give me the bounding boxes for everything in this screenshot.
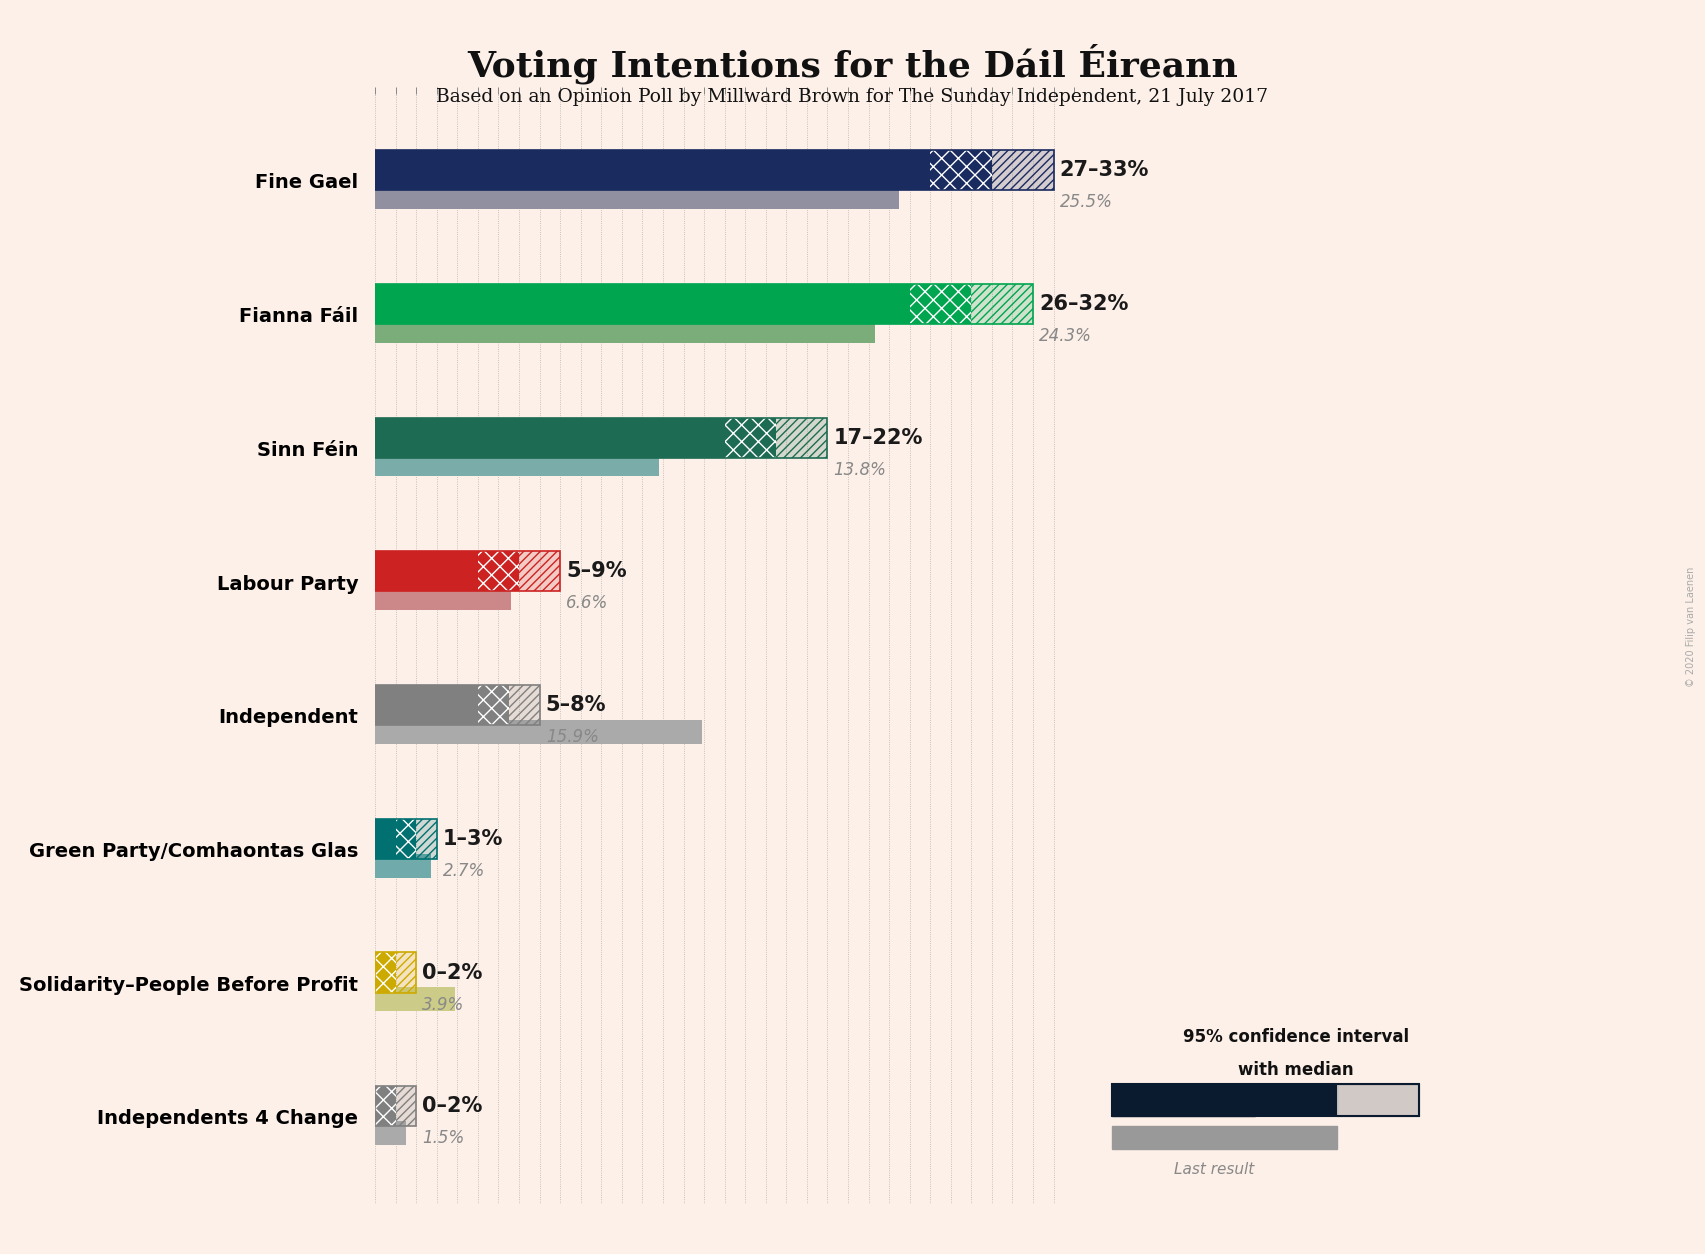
Bar bbox=[416, 819, 436, 859]
Bar bbox=[776, 418, 827, 458]
Bar bbox=[375, 953, 396, 993]
Bar bbox=[396, 953, 416, 993]
Bar bbox=[375, 453, 658, 477]
Bar bbox=[725, 418, 776, 458]
Bar bbox=[1337, 1083, 1419, 1116]
Bar bbox=[518, 552, 561, 592]
Bar bbox=[1112, 1083, 1255, 1116]
Text: 5–9%: 5–9% bbox=[566, 562, 627, 582]
Bar bbox=[375, 586, 512, 611]
Bar bbox=[375, 1086, 416, 1126]
Text: 17–22%: 17–22% bbox=[834, 428, 922, 448]
Text: 1–3%: 1–3% bbox=[443, 829, 503, 849]
Bar bbox=[992, 150, 1054, 191]
Bar bbox=[508, 685, 539, 725]
Bar bbox=[518, 552, 561, 592]
Bar bbox=[972, 283, 1033, 324]
Bar bbox=[1112, 1083, 1419, 1116]
Bar bbox=[776, 418, 827, 458]
Text: 27–33%: 27–33% bbox=[1061, 161, 1149, 181]
Bar bbox=[416, 819, 436, 859]
Bar bbox=[375, 819, 436, 859]
Text: Based on an Opinion Poll by Millward Brown for The Sunday Independent, 21 July 2: Based on an Opinion Poll by Millward Bro… bbox=[436, 88, 1269, 105]
Bar bbox=[375, 186, 900, 209]
Bar bbox=[992, 150, 1054, 191]
Text: 2.7%: 2.7% bbox=[443, 861, 486, 880]
Bar bbox=[396, 1086, 416, 1126]
Bar bbox=[396, 953, 416, 993]
Bar bbox=[1112, 1126, 1337, 1149]
Text: 1.5%: 1.5% bbox=[423, 1130, 465, 1147]
Bar bbox=[375, 283, 1033, 324]
Bar bbox=[375, 552, 561, 592]
Bar bbox=[375, 1086, 396, 1126]
Text: Last result: Last result bbox=[1173, 1162, 1255, 1178]
Text: Voting Intentions for the Dáil Éireann: Voting Intentions for the Dáil Éireann bbox=[467, 44, 1238, 84]
Bar bbox=[396, 819, 416, 859]
Bar bbox=[396, 1086, 416, 1126]
Bar bbox=[375, 283, 910, 324]
Text: 0–2%: 0–2% bbox=[423, 963, 483, 983]
Bar bbox=[375, 150, 931, 191]
Bar bbox=[477, 552, 518, 592]
Bar bbox=[375, 953, 416, 993]
Bar bbox=[931, 150, 992, 191]
Text: 5–8%: 5–8% bbox=[546, 695, 607, 715]
Bar bbox=[1337, 1083, 1419, 1116]
Text: 3.9%: 3.9% bbox=[423, 996, 465, 1013]
Text: 13.8%: 13.8% bbox=[834, 460, 887, 479]
Text: 26–32%: 26–32% bbox=[1040, 293, 1129, 314]
Bar bbox=[375, 854, 431, 878]
Bar bbox=[1255, 1083, 1337, 1116]
Bar bbox=[375, 685, 477, 725]
Bar bbox=[375, 319, 875, 342]
Text: with median: with median bbox=[1238, 1061, 1354, 1078]
Bar bbox=[375, 685, 539, 725]
Bar bbox=[508, 685, 539, 725]
Text: © 2020 Filip van Laenen: © 2020 Filip van Laenen bbox=[1686, 567, 1696, 687]
Bar bbox=[477, 685, 508, 725]
Text: 6.6%: 6.6% bbox=[566, 594, 609, 612]
Bar bbox=[375, 720, 702, 744]
Bar bbox=[375, 819, 396, 859]
Bar bbox=[375, 987, 455, 1011]
Text: 95% confidence interval: 95% confidence interval bbox=[1183, 1028, 1408, 1046]
Bar bbox=[375, 418, 827, 458]
Text: 25.5%: 25.5% bbox=[1061, 193, 1113, 212]
Text: 0–2%: 0–2% bbox=[423, 1096, 483, 1116]
Text: 24.3%: 24.3% bbox=[1040, 327, 1093, 345]
Bar bbox=[972, 283, 1033, 324]
Bar bbox=[375, 418, 725, 458]
Bar bbox=[375, 1121, 406, 1145]
Bar bbox=[375, 552, 477, 592]
Bar bbox=[910, 283, 972, 324]
Bar bbox=[375, 150, 1054, 191]
Text: 15.9%: 15.9% bbox=[546, 729, 598, 746]
